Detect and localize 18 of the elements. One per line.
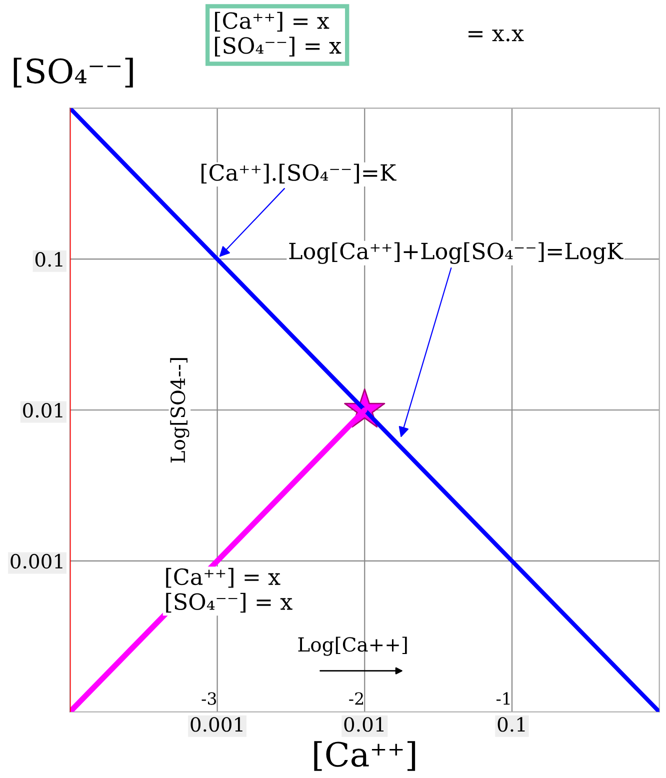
- x-tick-label: 0.01: [344, 717, 384, 732]
- y-tick-label: 0.1: [35, 252, 62, 267]
- annotation: -2: [349, 692, 363, 705]
- x-tick-label: 0.001: [190, 717, 242, 732]
- annotation: -1: [496, 692, 510, 705]
- annotation: Log[Ca⁺⁺]+Log[SO₄⁻⁻]=LogK: [289, 242, 624, 264]
- text: = x.x: [468, 30, 524, 42]
- annotation: Log[Ca++]: [298, 636, 407, 656]
- x-axis-title: [Ca⁺⁺]: [314, 741, 416, 771]
- annotation: Log[SO4--]: [170, 358, 190, 462]
- x-tick-label: 0.1: [498, 717, 525, 732]
- y-axis-title: [SO₄⁻⁻]: [14, 58, 133, 88]
- y-tick-label: 0.01: [23, 402, 62, 418]
- y-tick-label: 0.001: [10, 554, 62, 569]
- annotation: -3: [202, 692, 216, 705]
- annotation: [Ca⁺⁺].[SO₄⁻⁻]=K: [202, 164, 396, 184]
- text: [Ca⁺⁺] = x [SO₄⁻⁻] = x: [215, 12, 342, 57]
- annotation: [Ca⁺⁺] = x [SO₄⁻⁻] = x: [166, 568, 292, 613]
